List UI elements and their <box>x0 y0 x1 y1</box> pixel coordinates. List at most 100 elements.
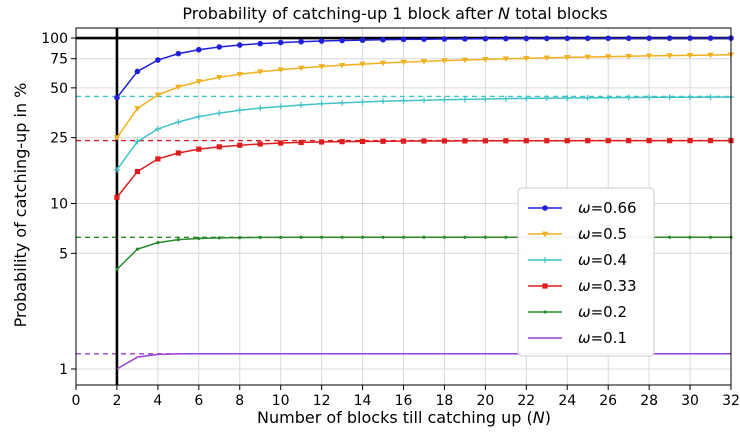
data-point <box>707 35 714 41</box>
data-point <box>605 138 611 144</box>
data-point <box>237 142 243 148</box>
data-point <box>114 94 120 101</box>
data-point <box>666 138 673 144</box>
data-point <box>156 241 160 245</box>
data-point <box>298 139 304 146</box>
data-point <box>400 138 407 144</box>
data-point <box>504 235 508 239</box>
x-tick-label: 28 <box>640 393 658 409</box>
data-point <box>708 235 713 239</box>
legend-item: ω=0.4 <box>528 251 627 269</box>
data-point <box>441 58 448 64</box>
data-point <box>277 103 284 110</box>
data-point <box>503 138 509 144</box>
legend-item: ω=0.33 <box>528 277 637 295</box>
x-tick-label: 2 <box>112 393 121 409</box>
data-point <box>257 141 263 147</box>
data-point <box>605 94 612 101</box>
data-point <box>175 118 182 125</box>
data-point <box>359 61 366 68</box>
data-point <box>585 138 591 144</box>
legend-label: ω=0.33 <box>578 277 637 295</box>
data-point <box>564 95 571 102</box>
x-tick-label: 14 <box>354 393 372 409</box>
data-point <box>380 36 386 43</box>
data-point <box>482 96 489 103</box>
data-point <box>380 98 387 105</box>
data-point <box>543 95 550 102</box>
data-point <box>666 94 673 101</box>
y-tick-label: 1 <box>59 362 68 378</box>
data-point <box>523 95 530 102</box>
data-point <box>564 54 571 61</box>
data-point <box>155 156 161 162</box>
data-point <box>298 101 305 108</box>
legend-label: ω=0.1 <box>578 329 627 347</box>
data-point <box>318 100 325 107</box>
data-point <box>666 35 673 41</box>
data-point <box>134 138 141 145</box>
y-axis-ticks: 1 5 10 25 50 75 100 <box>41 31 76 378</box>
data-point <box>154 126 161 133</box>
data-point <box>442 235 447 239</box>
data-point <box>113 166 120 173</box>
data-point <box>216 75 223 81</box>
data-point <box>277 67 284 73</box>
data-point <box>543 55 550 62</box>
legend-marker <box>541 231 549 238</box>
data-point <box>707 52 714 59</box>
x-tick-label: 10 <box>272 393 290 409</box>
data-point <box>339 139 345 145</box>
data-point <box>584 94 591 101</box>
legend-marker <box>542 283 548 289</box>
data-point <box>400 97 407 104</box>
data-point <box>257 105 264 112</box>
data-point <box>543 35 550 42</box>
data-point <box>625 94 632 101</box>
data-point <box>175 50 182 57</box>
data-point <box>258 235 262 239</box>
data-point <box>195 79 203 85</box>
legend-item: ω=0.5 <box>528 225 627 243</box>
data-point <box>400 59 407 66</box>
data-point <box>420 58 428 65</box>
x-tick-label: 22 <box>517 393 535 409</box>
x-tick-label: 20 <box>476 393 494 409</box>
x-tick-label: 32 <box>722 393 740 409</box>
data-point <box>195 113 202 120</box>
data-point <box>401 235 406 239</box>
series-layer <box>113 35 735 370</box>
data-point <box>154 92 162 99</box>
data-point <box>217 236 221 240</box>
data-point <box>625 53 632 60</box>
data-point <box>707 138 714 144</box>
data-point <box>381 235 385 239</box>
series-0.66 <box>114 35 734 101</box>
data-point <box>420 97 427 104</box>
y-tick-label: 50 <box>50 81 68 97</box>
data-point <box>114 194 120 200</box>
data-point <box>297 65 305 72</box>
data-point <box>503 35 509 42</box>
data-point <box>462 138 468 144</box>
legend-item: ω=0.66 <box>528 199 637 217</box>
data-point <box>115 267 119 271</box>
data-point <box>502 56 510 63</box>
data-point <box>687 94 694 101</box>
legend-marker <box>543 310 547 314</box>
data-point <box>257 40 264 47</box>
chart-title: Probability of catching-up 1 block after… <box>182 4 607 23</box>
series-0.5 <box>113 52 735 141</box>
data-point <box>666 53 673 59</box>
data-point <box>236 71 243 78</box>
data-point <box>216 110 223 117</box>
x-axis-ticks: 0 2 4 6 8 10 12 14 16 18 20 22 24 26 28 30 32 <box>72 385 740 409</box>
data-point <box>462 36 468 42</box>
data-point <box>441 36 448 42</box>
x-tick-label: 6 <box>194 393 203 409</box>
data-point <box>441 96 448 103</box>
data-point <box>544 138 550 144</box>
data-point <box>645 53 653 60</box>
data-point <box>298 38 304 45</box>
